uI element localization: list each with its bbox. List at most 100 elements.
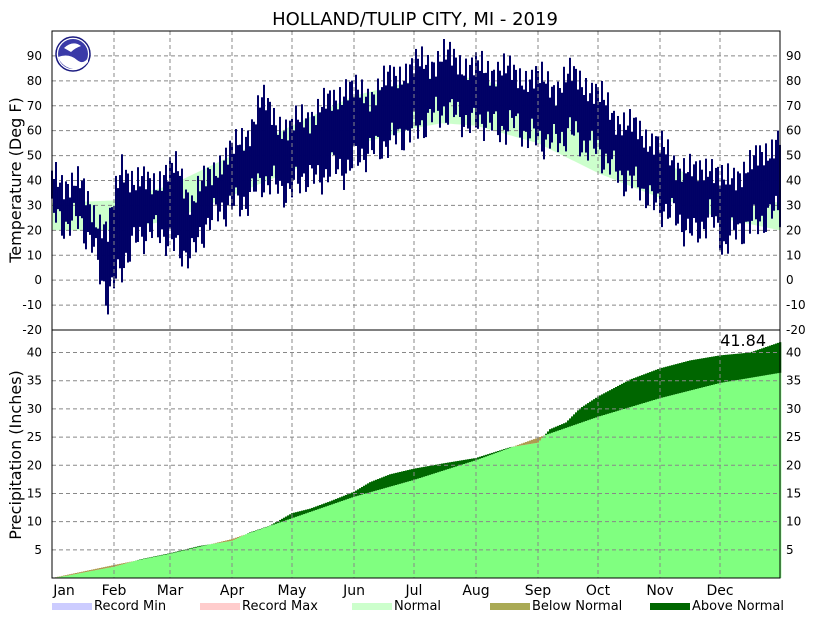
actual-precipitation-column xyxy=(513,446,516,578)
normal-precipitation-column xyxy=(491,454,494,578)
daily-temperature-bar xyxy=(437,51,439,111)
normal-precipitation-column xyxy=(199,546,202,578)
actual-precipitation-column xyxy=(75,574,78,578)
normal-precipitation-column xyxy=(699,388,702,578)
normal-precipitation-column xyxy=(723,382,726,578)
daily-temperature-bar xyxy=(287,140,289,184)
above-normal-column xyxy=(339,497,342,502)
above-normal-column xyxy=(551,428,554,433)
above-normal-column xyxy=(175,551,178,553)
above-normal-column xyxy=(303,510,306,515)
actual-precipitation-column xyxy=(543,435,546,578)
daily-temperature-bar xyxy=(207,167,209,218)
normal-precipitation-column xyxy=(749,377,752,578)
daily-temperature-bar xyxy=(277,134,279,194)
daily-temperature-bar xyxy=(293,130,295,180)
daily-temperature-bar xyxy=(609,119,611,175)
actual-precipitation-column xyxy=(67,575,70,578)
above-normal-column xyxy=(595,397,598,418)
above-normal-column xyxy=(665,366,668,397)
normal-precipitation-column xyxy=(559,430,562,578)
daily-temperature-bar xyxy=(393,66,395,136)
normal-precipitation-column xyxy=(195,547,198,578)
daily-temperature-bar xyxy=(333,89,335,155)
daily-temperature-bar xyxy=(759,145,761,222)
above-normal-column xyxy=(683,362,686,393)
below-normal-column xyxy=(233,538,236,540)
normal-precipitation-column xyxy=(451,467,454,578)
daily-temperature-bar xyxy=(143,166,145,255)
normal-precipitation-column xyxy=(757,376,760,578)
daily-temperature-bar xyxy=(655,136,657,203)
above-normal-column xyxy=(499,450,502,452)
daily-temperature-bar xyxy=(699,160,701,239)
daily-temperature-bar xyxy=(233,153,235,206)
daily-temperature-bar xyxy=(517,88,519,114)
actual-precipitation-column xyxy=(125,563,128,578)
normal-precipitation-column xyxy=(359,495,362,578)
daily-temperature-bar xyxy=(255,124,257,192)
normal-precipitation-column xyxy=(255,530,258,578)
daily-temperature-bar xyxy=(313,116,315,184)
below-normal-column xyxy=(75,572,78,574)
normal-precipitation-column xyxy=(441,471,444,578)
daily-temperature-bar xyxy=(395,75,397,145)
daily-temperature-bar xyxy=(215,175,217,205)
temperature-tick-label-right: 10 xyxy=(786,248,801,262)
above-normal-column xyxy=(697,359,700,389)
daily-temperature-bar xyxy=(211,185,213,221)
actual-precipitation-column xyxy=(77,573,80,578)
daily-temperature-bar xyxy=(467,80,469,129)
daily-temperature-bar xyxy=(535,66,537,146)
below-normal-column xyxy=(525,442,528,445)
above-normal-column xyxy=(627,380,630,408)
above-normal-column xyxy=(737,353,740,380)
normal-precipitation-column xyxy=(729,381,732,578)
normal-precipitation-column xyxy=(391,486,394,578)
normal-precipitation-column xyxy=(655,399,658,578)
normal-precipitation-column xyxy=(419,478,422,578)
daily-temperature-bar xyxy=(503,53,505,130)
daily-temperature-bar xyxy=(719,185,721,251)
daily-temperature-bar xyxy=(595,83,597,154)
above-normal-column xyxy=(439,463,442,472)
above-normal-column xyxy=(455,461,458,467)
daily-temperature-bar xyxy=(681,181,683,233)
above-normal-column xyxy=(161,554,164,556)
daily-temperature-bar xyxy=(317,98,319,166)
daily-temperature-bar xyxy=(195,202,197,253)
daily-temperature-bar xyxy=(285,119,287,203)
above-normal-column xyxy=(733,354,736,381)
actual-precipitation-column xyxy=(115,566,118,578)
above-normal-column xyxy=(167,553,170,555)
daily-temperature-bar xyxy=(217,177,219,222)
above-normal-column xyxy=(767,346,770,375)
normal-precipitation-column xyxy=(281,521,284,578)
above-normal-column xyxy=(641,375,644,404)
actual-precipitation-column xyxy=(129,562,132,578)
precipitation-tick-label-right: 40 xyxy=(786,346,801,360)
daily-temperature-bar xyxy=(159,171,161,244)
month-tick-label: May xyxy=(278,583,307,599)
above-normal-column xyxy=(367,483,370,493)
daily-temperature-bar xyxy=(641,135,643,189)
above-normal-column xyxy=(681,362,684,393)
daily-temperature-bar xyxy=(117,188,119,260)
actual-precipitation-column xyxy=(233,539,236,578)
above-normal-column xyxy=(753,351,756,378)
month-tick-label: Apr xyxy=(220,583,244,599)
normal-precipitation-column xyxy=(267,526,270,578)
daily-temperature-bar xyxy=(593,103,595,149)
daily-temperature-bar xyxy=(431,61,433,123)
above-normal-column xyxy=(403,471,406,483)
daily-temperature-bar xyxy=(303,127,305,174)
above-normal-column xyxy=(341,496,344,501)
daily-temperature-bar xyxy=(397,88,399,130)
normal-precipitation-column xyxy=(571,425,574,578)
above-normal-column xyxy=(777,342,780,374)
above-normal-column xyxy=(639,375,642,405)
above-normal-column xyxy=(191,547,194,549)
temperature-tick-label-right: 90 xyxy=(786,49,801,63)
above-normal-column xyxy=(491,452,494,455)
below-normal-column xyxy=(217,542,220,544)
